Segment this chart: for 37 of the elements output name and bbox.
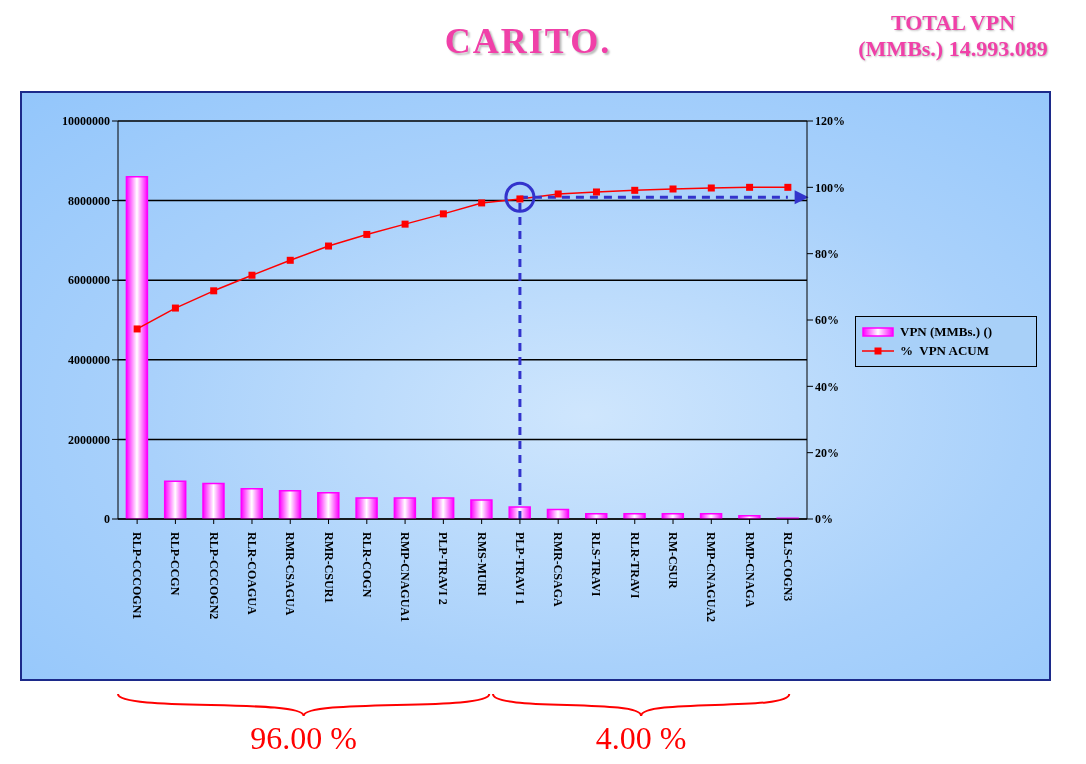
y2-tick-label: 60% xyxy=(815,313,839,328)
x-tick-label: RLR-TRAVI xyxy=(627,532,642,599)
y2-tick-label: 100% xyxy=(815,180,845,195)
y2-tick-label: 20% xyxy=(815,445,839,460)
y2-tick-label: 0% xyxy=(815,512,833,527)
x-tick-label: RMP-CNAGUA1 xyxy=(398,532,413,622)
y-tick-label: 6000000 xyxy=(68,273,110,288)
y2-tick-label: 120% xyxy=(815,114,845,129)
y-tick-label: 2000000 xyxy=(68,432,110,447)
x-tick-label: RLS-COGN3 xyxy=(780,532,795,602)
x-tick-label: PLP-TRAVI 2 xyxy=(436,532,451,605)
text: 96.00 % xyxy=(249,720,358,757)
y2-tick-label: 40% xyxy=(815,379,839,394)
chart-title: CARITO. xyxy=(444,20,612,62)
x-tick-label: RM-CSUR xyxy=(666,532,681,589)
x-tick-label: RMP-CNAGUA2 xyxy=(704,532,719,622)
x-tick-label: RMR-CSAGA xyxy=(551,532,566,607)
legend-label: % VPN ACUM xyxy=(900,342,989,359)
y-tick-label: 0 xyxy=(104,512,110,527)
legend-label: VPN (MMBs.) () xyxy=(900,323,993,340)
y-tick-label: 8000000 xyxy=(68,193,110,208)
x-tick-label: RMR-CSAGUA xyxy=(283,532,298,616)
x-tick-label: RMS-MURI xyxy=(474,532,489,597)
text: 4.00 % xyxy=(594,720,688,757)
x-tick-label: RLS-TRAVI xyxy=(589,532,604,597)
x-tick-label: RMR-CSUR1 xyxy=(321,532,336,604)
y-tick-label: 10000000 xyxy=(62,114,110,129)
y-tick-label: 4000000 xyxy=(68,353,110,368)
x-tick-label: RLP-CCCOGN2 xyxy=(206,532,221,620)
text: TOTAL VPN (MMBs.) 14.993.089 xyxy=(857,10,1049,62)
x-tick-label: RLP-CCGN xyxy=(168,532,183,596)
x-tick-label: RMP-CNAGA xyxy=(742,532,757,608)
x-tick-label: RLR-COGN xyxy=(359,532,374,598)
y2-tick-label: 80% xyxy=(815,246,839,261)
x-tick-label: RLR-COAGUA xyxy=(244,532,259,615)
x-tick-label: RLP-CCCOGN1 xyxy=(130,532,145,620)
x-tick-label: PLP-TRAVI 1 xyxy=(512,532,527,605)
